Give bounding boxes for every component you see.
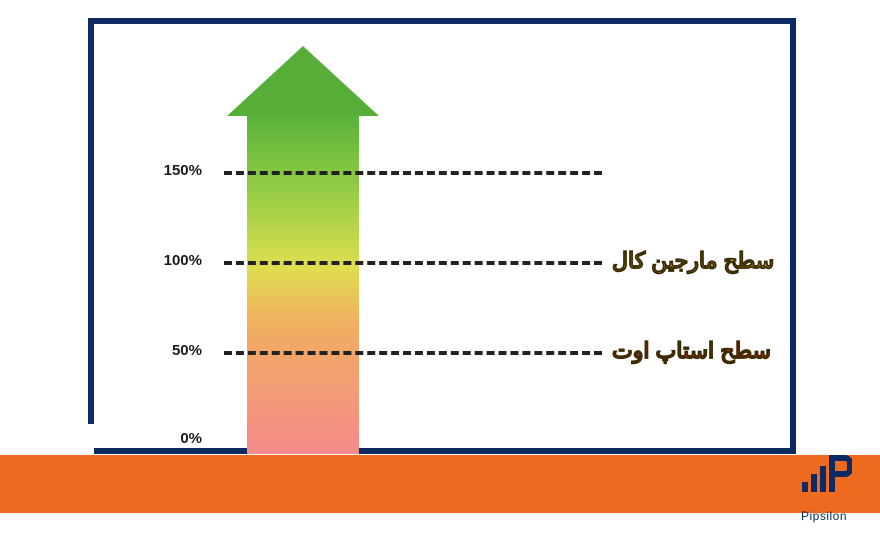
brand-name: Pipsilon	[796, 509, 852, 523]
pct-label-150: 150%	[164, 162, 202, 179]
dash-150	[224, 171, 602, 175]
footer-band	[0, 455, 880, 513]
level-150: 150%	[94, 162, 790, 186]
label-margin-call: سطح مارجین کال	[612, 248, 774, 274]
level-0: 0%	[94, 430, 790, 454]
dash-100	[224, 261, 602, 265]
pct-label-0: 0%	[180, 430, 202, 447]
brand-logo: Pipsilon	[796, 448, 852, 523]
label-stop-out: سطح استاپ اوت	[612, 338, 771, 364]
level-50: 50% سطح استاپ اوت	[94, 342, 790, 366]
level-100: 100% سطح مارجین کال	[94, 252, 790, 276]
pct-label-100: 100%	[164, 252, 202, 269]
chart-frame: 150% 100% سطح مارجین کال 50% سطح استاپ ا…	[88, 18, 796, 454]
logo-icon	[796, 448, 852, 502]
arrow-head-icon	[227, 46, 379, 116]
pct-label-50: 50%	[172, 342, 202, 359]
dash-50	[224, 351, 602, 355]
